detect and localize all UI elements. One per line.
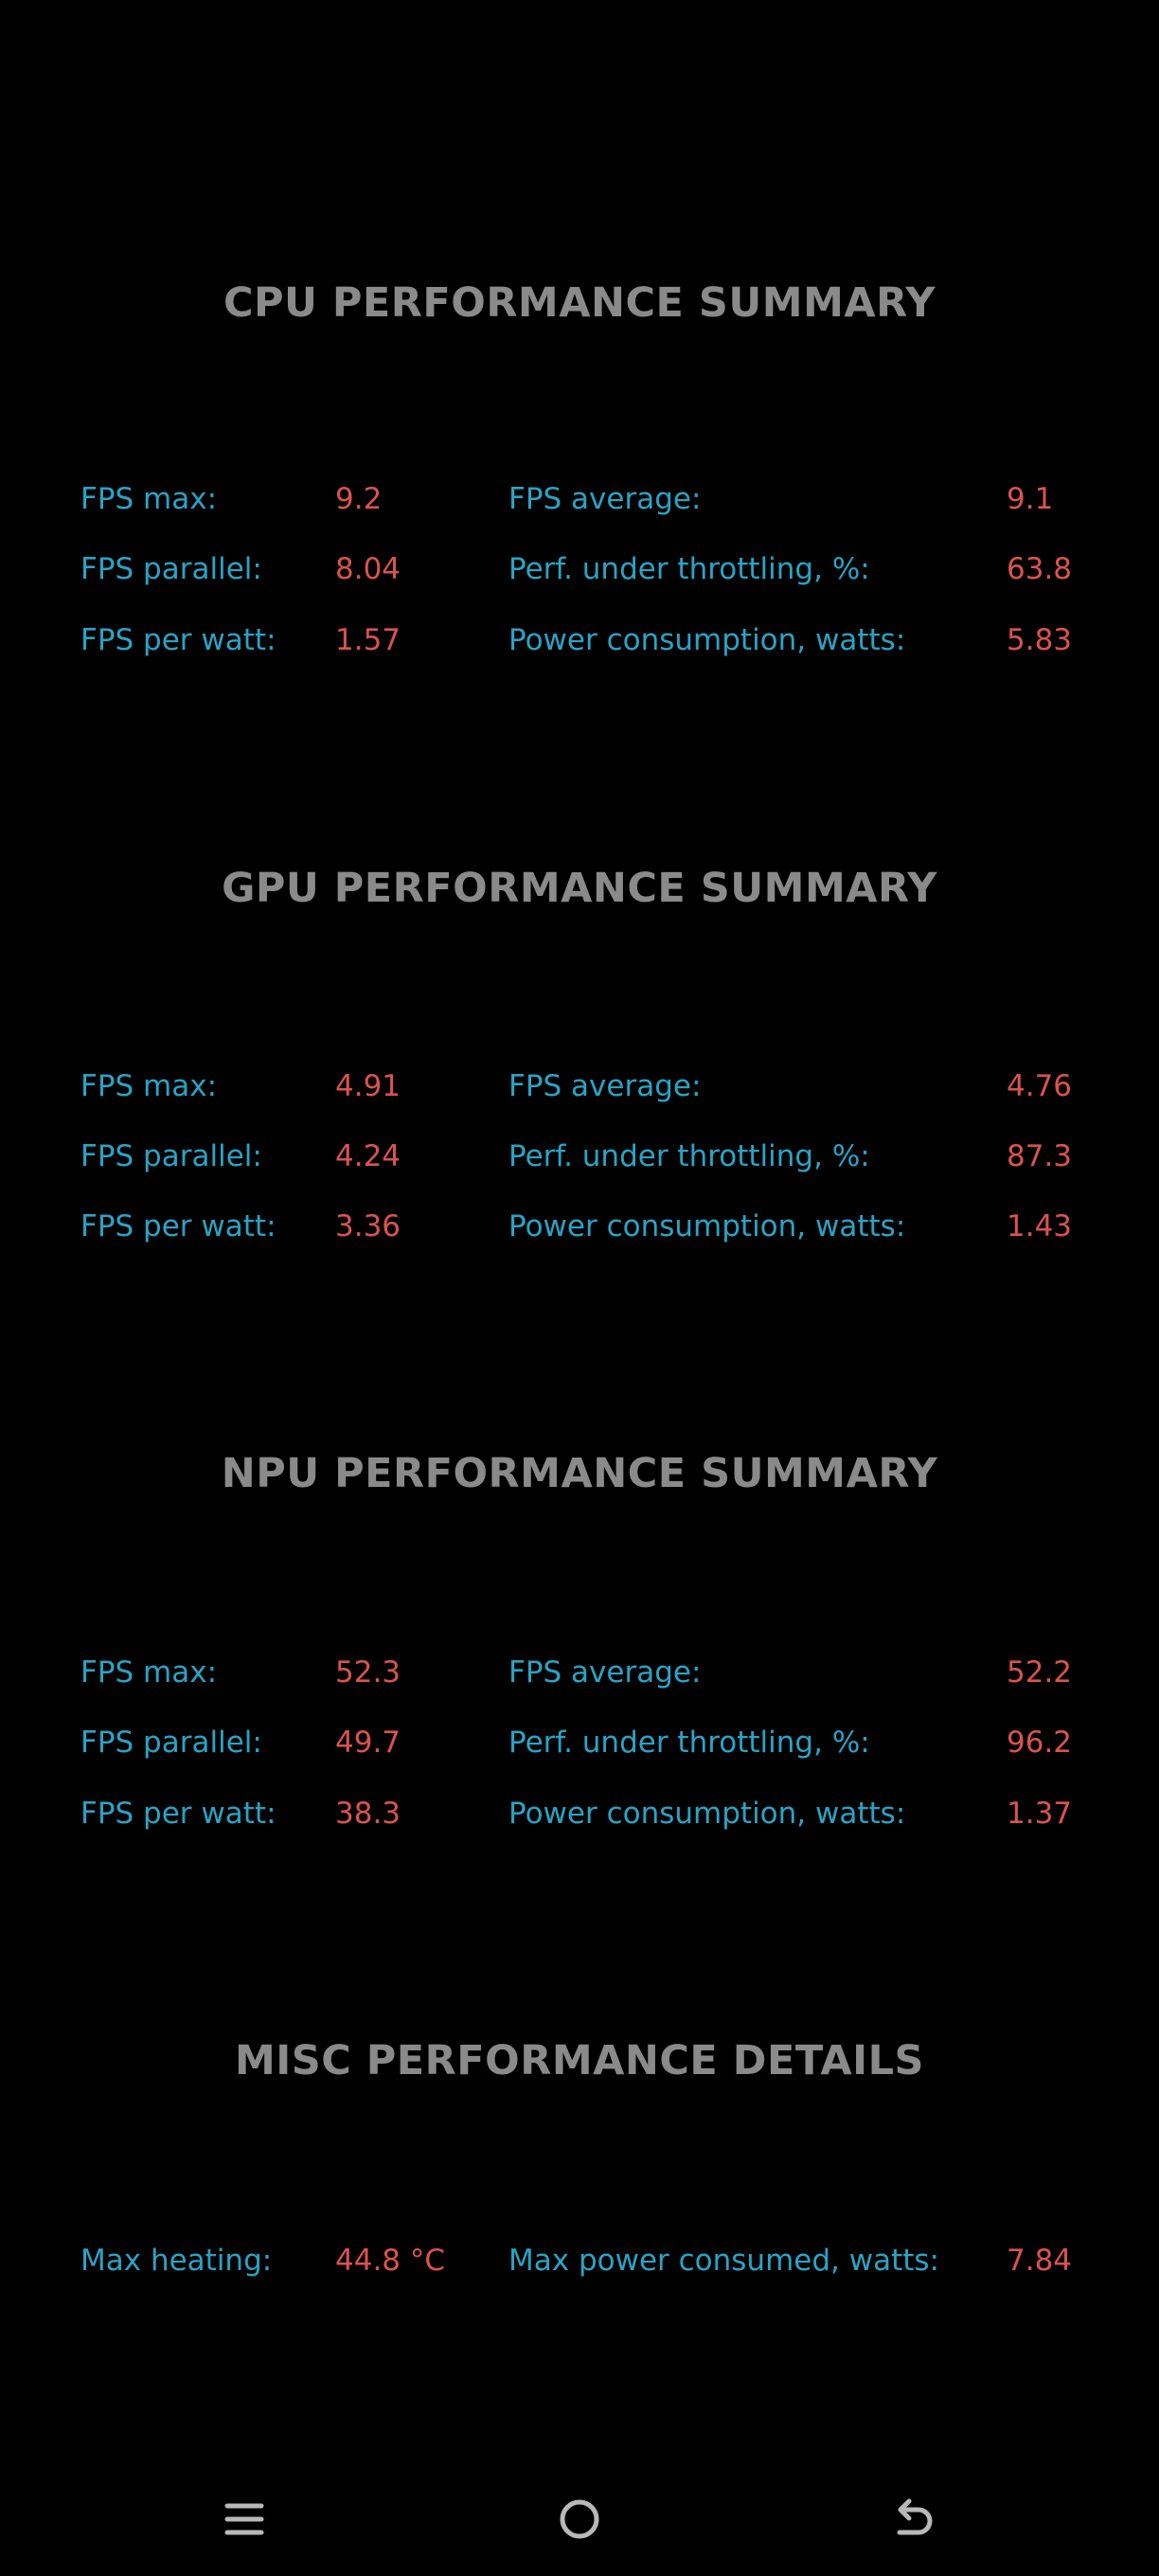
gpu-fps-average-value: 4.76 — [1007, 1069, 1073, 1103]
gpu-power-consumption-label: Power consumption, watts: — [508, 1209, 906, 1243]
misc-section-title: MISC PERFORMANCE DETAILS — [235, 2037, 924, 2084]
npu-throttling-value: 96.2 — [1007, 1726, 1073, 1760]
gpu-fps-parallel-value: 4.24 — [335, 1139, 401, 1173]
npu-fps-per-watt-value: 38.3 — [335, 1797, 401, 1831]
npu-power-consumption-value: 1.37 — [1007, 1797, 1073, 1831]
cpu-fps-average-label: FPS average: — [508, 482, 702, 516]
cpu-row-3: FPS per watt: 1.57 Power consumption, wa… — [0, 617, 1159, 664]
gpu-power-consumption-value: 1.43 — [1007, 1209, 1073, 1243]
home-button[interactable] — [549, 2489, 610, 2549]
gpu-fps-max-value: 4.91 — [335, 1069, 401, 1103]
gpu-row-1: FPS max: 4.91 FPS average: 4.76 — [0, 1063, 1159, 1110]
cpu-row-2: FPS parallel: 8.04 Perf. under throttlin… — [0, 546, 1159, 593]
cpu-section-title: CPU PERFORMANCE SUMMARY — [223, 279, 936, 327]
npu-fps-average-label: FPS average: — [508, 1655, 702, 1690]
cpu-fps-per-watt-label: FPS per watt: — [80, 623, 276, 657]
gpu-fps-max-label: FPS max: — [80, 1069, 218, 1103]
system-navigation-bar — [0, 2462, 1159, 2576]
gpu-throttling-value: 87.3 — [1007, 1139, 1073, 1173]
home-icon — [560, 2499, 599, 2539]
max-heating-value: 44.8 °C — [335, 2244, 446, 2278]
max-power-consumed-label: Max power consumed, watts: — [508, 2244, 939, 2278]
cpu-fps-per-watt-value: 1.57 — [335, 623, 401, 657]
npu-fps-parallel-label: FPS parallel: — [80, 1726, 262, 1760]
npu-row-3: FPS per watt: 38.3 Power consumption, wa… — [0, 1790, 1159, 1837]
gpu-throttling-label: Perf. under throttling, %: — [508, 1139, 870, 1173]
gpu-fps-parallel-label: FPS parallel: — [80, 1139, 262, 1173]
cpu-throttling-value: 63.8 — [1007, 552, 1073, 586]
gpu-row-3: FPS per watt: 3.36 Power consumption, wa… — [0, 1203, 1159, 1250]
npu-section-title: NPU PERFORMANCE SUMMARY — [221, 1450, 938, 1497]
cpu-power-consumption-label: Power consumption, watts: — [508, 623, 906, 657]
recent-apps-button[interactable] — [214, 2489, 275, 2549]
cpu-fps-parallel-value: 8.04 — [335, 552, 401, 586]
cpu-throttling-label: Perf. under throttling, %: — [508, 552, 870, 586]
npu-fps-average-value: 52.2 — [1007, 1655, 1073, 1690]
back-button[interactable] — [883, 2489, 943, 2549]
npu-power-consumption-label: Power consumption, watts: — [508, 1797, 906, 1831]
gpu-fps-per-watt-label: FPS per watt: — [80, 1209, 276, 1243]
cpu-fps-average-value: 9.1 — [1007, 482, 1054, 516]
menu-icon — [224, 2503, 264, 2535]
npu-row-2: FPS parallel: 49.7 Perf. under throttlin… — [0, 1719, 1159, 1766]
cpu-power-consumption-value: 5.83 — [1007, 623, 1073, 657]
npu-fps-per-watt-label: FPS per watt: — [80, 1797, 276, 1831]
npu-throttling-label: Perf. under throttling, %: — [508, 1726, 870, 1760]
npu-fps-max-label: FPS max: — [80, 1655, 218, 1690]
gpu-section-title: GPU PERFORMANCE SUMMARY — [222, 865, 937, 912]
cpu-fps-parallel-label: FPS parallel: — [80, 552, 262, 586]
back-icon — [897, 2498, 933, 2535]
max-heating-label: Max heating: — [80, 2244, 273, 2278]
cpu-fps-max-value: 9.2 — [335, 482, 383, 516]
npu-row-1: FPS max: 52.3 FPS average: 52.2 — [0, 1649, 1159, 1696]
misc-row-1: Max heating: 44.8 °C Max power consumed,… — [0, 2237, 1159, 2284]
cpu-row-1: FPS max: 9.2 FPS average: 9.1 — [0, 475, 1159, 523]
cpu-fps-max-label: FPS max: — [80, 482, 218, 516]
npu-fps-max-value: 52.3 — [335, 1655, 401, 1690]
gpu-row-2: FPS parallel: 4.24 Perf. under throttlin… — [0, 1133, 1159, 1180]
max-power-consumed-value: 7.84 — [1007, 2244, 1073, 2278]
gpu-fps-average-label: FPS average: — [508, 1069, 702, 1103]
npu-fps-parallel-value: 49.7 — [335, 1726, 401, 1760]
gpu-fps-per-watt-value: 3.36 — [335, 1209, 401, 1243]
